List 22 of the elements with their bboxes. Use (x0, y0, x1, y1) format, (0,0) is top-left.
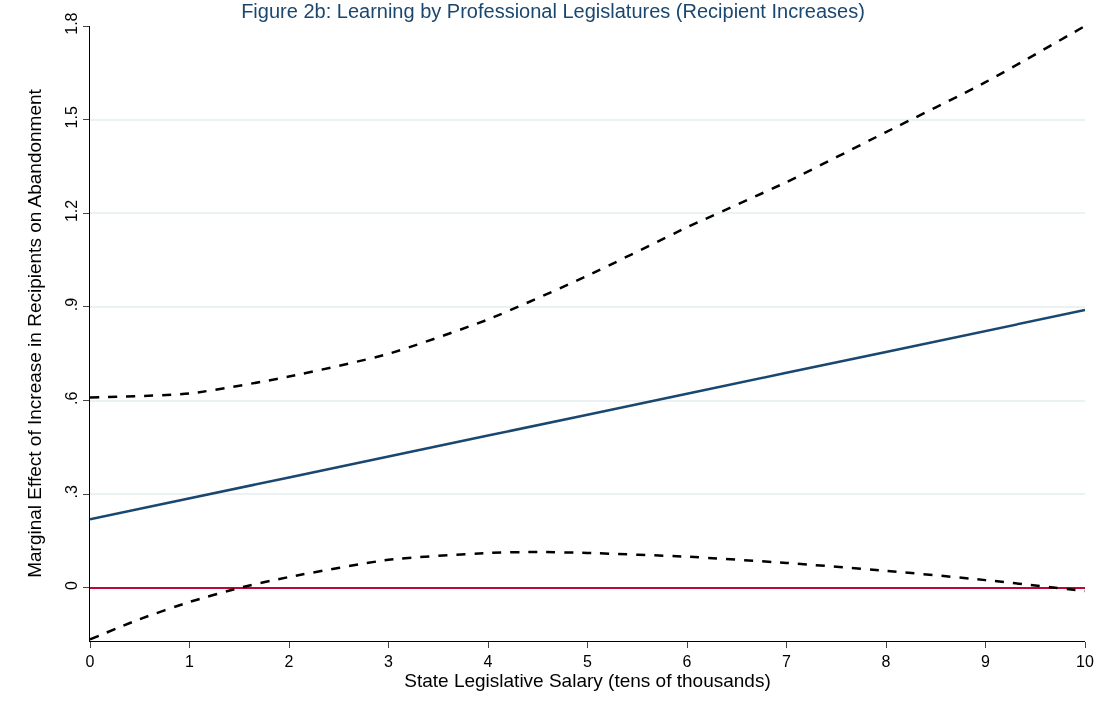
x-tick-label: 7 (782, 653, 792, 671)
y-tick-label: .6 (62, 391, 80, 405)
x-tick-label: 6 (682, 653, 692, 671)
y-tick-label: 1.8 (62, 12, 80, 35)
x-tick-label: 10 (1076, 653, 1094, 671)
y-tick-label: 1.2 (62, 199, 80, 223)
y-axis-title: Marginal Effect of Increase in Recipients on Abandonment (24, 88, 46, 578)
y-tick-label: 1.5 (62, 106, 80, 129)
x-tick-label: 3 (384, 653, 394, 671)
x-tick-label: 0 (85, 653, 95, 671)
x-axis-title: State Legislative Salary (tens of thousands) (404, 670, 771, 692)
line-series (90, 308, 1085, 521)
x-tick-label: 5 (583, 653, 593, 671)
y-tick-label: 0 (62, 580, 80, 590)
x-tick-label: 4 (483, 653, 493, 671)
x-tick-label: 1 (185, 653, 195, 671)
y-tick-label: .3 (62, 485, 80, 499)
x-tick-label: 9 (981, 653, 991, 671)
x-tick-label: 2 (284, 653, 294, 671)
chart-title: Figure 2b: Learning by Professional Legislatures (Recipient Increases) (241, 0, 865, 22)
y-tick-label: .9 (62, 297, 80, 312)
x-tick-label: 8 (881, 653, 891, 671)
